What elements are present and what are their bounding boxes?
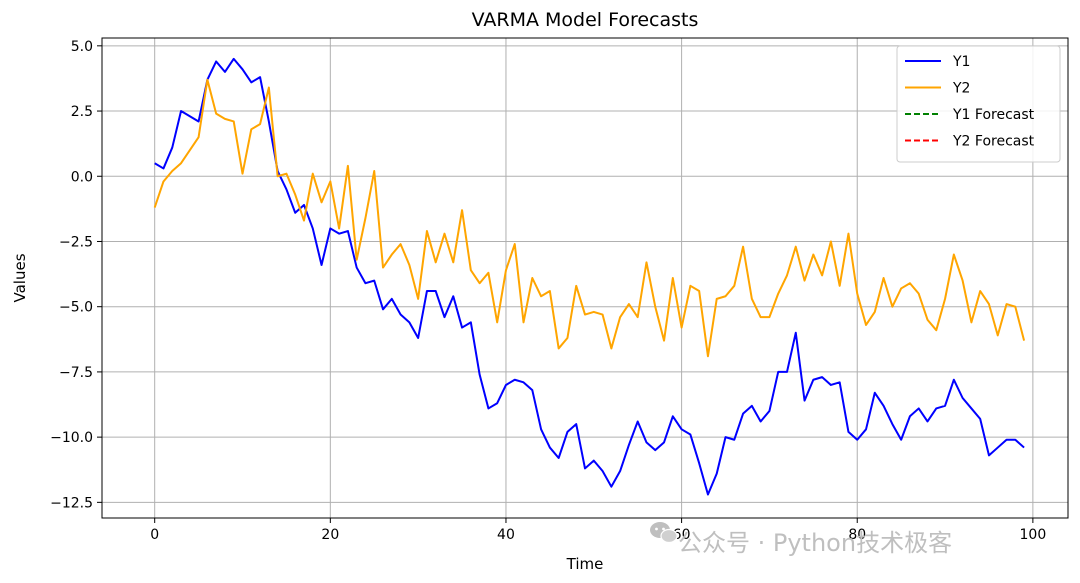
series-layer <box>153 57 1026 496</box>
y-tick-label: −2.5 <box>59 234 93 250</box>
y-tick-label: 2.5 <box>71 104 93 120</box>
legend-label: Y2 Forecast <box>952 134 1035 150</box>
legend: Y1 Y2 Y1 Forecast Y2 Forecast <box>896 45 1061 163</box>
plot-frame <box>101 37 1069 519</box>
wechat-icon <box>650 522 678 544</box>
axes: 0 20 40 60 80 100 5.0 2.5 0.0 −2.5 −5.0 −7.5 −10.0 −1… <box>50 39 1046 543</box>
series-line-y2 <box>153 78 1026 358</box>
x-tick-label: 100 <box>1020 527 1047 543</box>
x-tick-label: 0 <box>150 527 159 543</box>
watermark: 公众号 · Python技术极客 <box>650 522 952 557</box>
x-tick-label: 80 <box>848 527 866 543</box>
y-tick-label: −7.5 <box>59 365 93 381</box>
legend-label: Y2 <box>952 81 970 97</box>
y-tick-label: −12.5 <box>50 495 93 511</box>
legend-label: Y1 Forecast <box>952 107 1035 123</box>
legend-box <box>896 45 1061 163</box>
x-tick-label: 60 <box>673 527 691 543</box>
y-tick-label: −10.0 <box>50 430 93 446</box>
x-axis-label: Time <box>566 555 604 573</box>
y-tick-label: 0.0 <box>71 169 93 185</box>
watermark-text: 公众号 · Python技术极客 <box>678 529 952 557</box>
legend-label: Y1 <box>952 54 970 70</box>
y-tick-label: 5.0 <box>71 39 93 55</box>
y-axis-label: Values <box>11 253 29 302</box>
y-tick-label: −5.0 <box>59 300 93 316</box>
chart-title: VARMA Model Forecasts <box>472 9 699 31</box>
x-tick-label: 40 <box>497 527 515 543</box>
x-tick-label: 20 <box>321 527 339 543</box>
